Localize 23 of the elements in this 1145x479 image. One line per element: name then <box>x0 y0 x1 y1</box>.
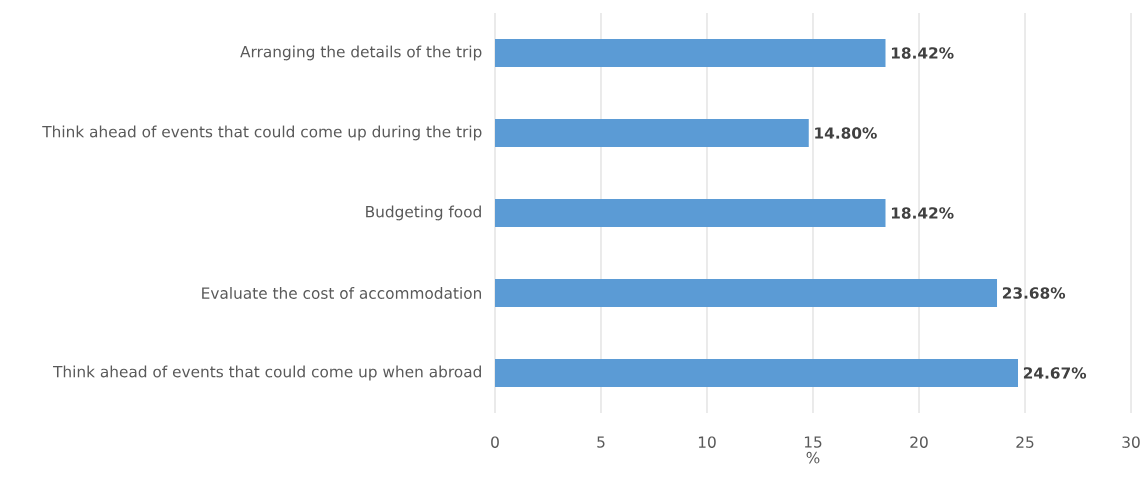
y-tick-label: Budgeting food <box>366 205 481 221</box>
x-axis-title: % <box>806 451 820 464</box>
x-tick-label: 10 <box>698 436 716 448</box>
x-tick-label: 0 <box>491 436 499 448</box>
y-tick-label: Think ahead of events that could come up when abroad <box>53 365 481 381</box>
y-tick-label: Arranging the details of the trip <box>240 45 482 61</box>
data-label: 24.67% <box>1023 367 1087 379</box>
y-tick-label: Think ahead of events that could come up during the trip <box>42 125 482 141</box>
bar <box>495 279 998 307</box>
bar <box>495 199 886 227</box>
y-tick-label: Evaluate the cost of accommodation <box>202 287 482 299</box>
data-label: 14.80% <box>815 127 877 139</box>
data-label: 23.68% <box>1002 287 1066 299</box>
data-label: 18.42% <box>891 47 954 59</box>
x-tick-label: 25 <box>1016 436 1034 448</box>
x-tick-label: 15 <box>804 436 822 448</box>
data-label: 18.42% <box>891 207 954 219</box>
x-tick-label: 5 <box>597 436 605 448</box>
bar <box>495 359 1019 387</box>
bar <box>495 39 886 67</box>
x-tick-label: 20 <box>910 436 928 448</box>
bar <box>495 119 809 147</box>
x-tick-label: 30 <box>1122 436 1140 448</box>
